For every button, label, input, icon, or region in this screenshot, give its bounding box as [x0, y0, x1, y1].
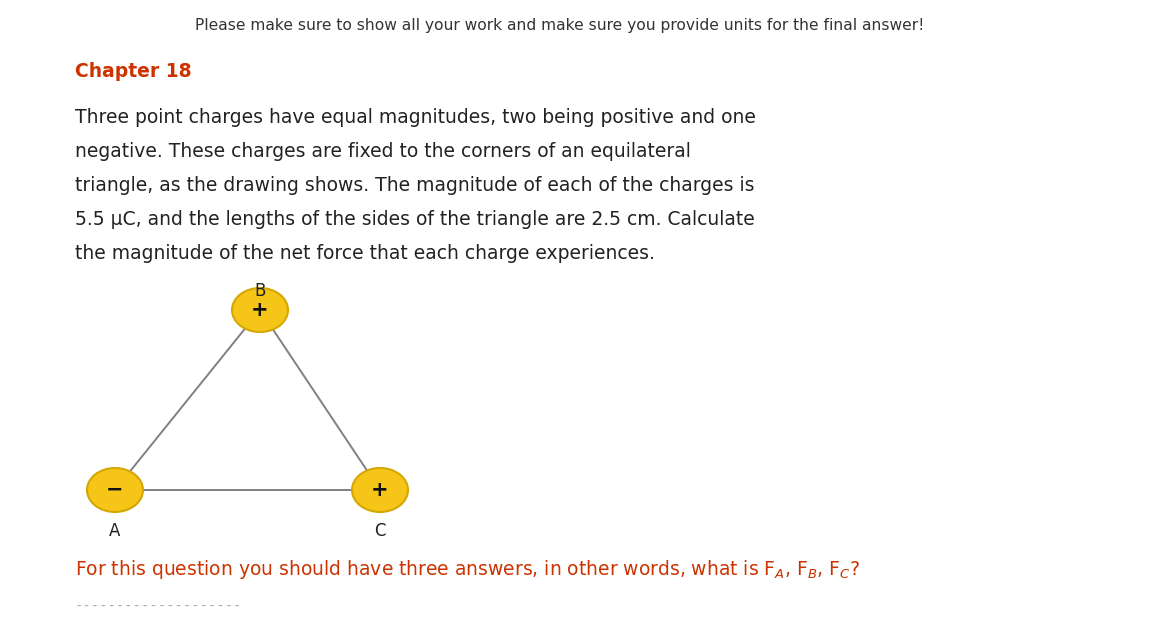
Text: C: C	[374, 522, 386, 540]
Text: −: −	[106, 480, 124, 500]
Text: +: +	[251, 300, 269, 320]
Text: Please make sure to show all your work and make sure you provide units for the f: Please make sure to show all your work a…	[196, 18, 925, 33]
Text: --------------------: --------------------	[75, 600, 243, 614]
Text: B: B	[254, 282, 266, 300]
Ellipse shape	[352, 468, 408, 512]
Text: 5.5 μC, and the lengths of the sides of the triangle are 2.5 cm. Calculate: 5.5 μC, and the lengths of the sides of …	[75, 210, 754, 229]
Text: Chapter 18: Chapter 18	[75, 62, 191, 81]
Text: +: +	[371, 480, 388, 500]
Ellipse shape	[87, 468, 143, 512]
Text: triangle, as the drawing shows. The magnitude of each of the charges is: triangle, as the drawing shows. The magn…	[75, 176, 754, 195]
Text: A: A	[110, 522, 121, 540]
Text: For this question you should have three answers, in other words, what is F$_A$, : For this question you should have three …	[75, 558, 861, 581]
Text: negative. These charges are fixed to the corners of an equilateral: negative. These charges are fixed to the…	[75, 142, 691, 161]
Ellipse shape	[232, 288, 288, 332]
Text: the magnitude of the net force that each charge experiences.: the magnitude of the net force that each…	[75, 244, 655, 263]
Text: Three point charges have equal magnitudes, two being positive and one: Three point charges have equal magnitude…	[75, 108, 756, 127]
